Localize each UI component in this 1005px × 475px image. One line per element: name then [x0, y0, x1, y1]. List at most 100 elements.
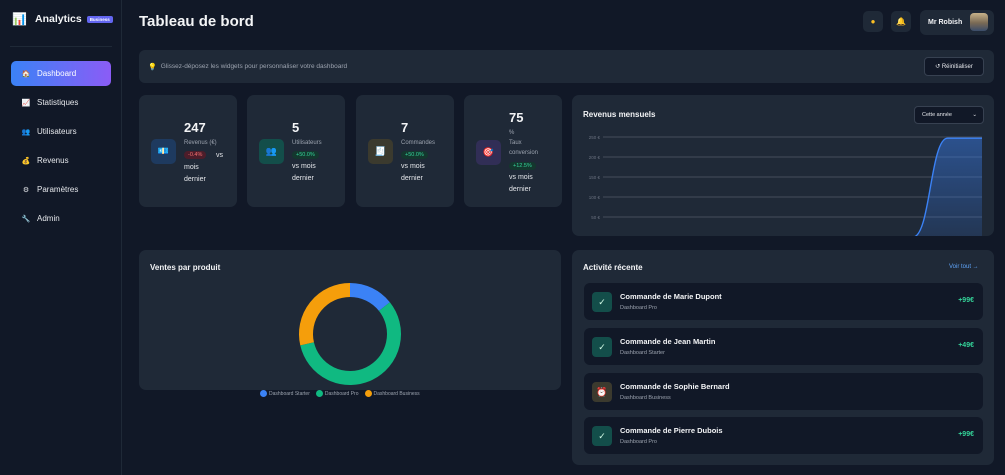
- trend-comparison-text: dernier: [292, 175, 314, 182]
- activity-title: Commande de Sophie Bernard: [620, 382, 730, 391]
- reset-button[interactable]: ↺ Réinitialiser: [924, 57, 984, 76]
- sun-icon: ●: [870, 17, 876, 26]
- customize-hint-bar: 💡 Glissez-déposez les widgets pour perso…: [139, 50, 994, 83]
- trend-comparison-text: mois: [184, 164, 199, 171]
- check-icon: ✓: [592, 292, 612, 312]
- trend-comparison-text: vs mois: [509, 174, 533, 181]
- theme-toggle-button[interactable]: ●: [863, 11, 883, 32]
- stat-value: 247: [184, 120, 206, 135]
- users-icon: 👥: [259, 139, 284, 164]
- cash-register-icon: 🧾: [368, 139, 393, 164]
- trend-badge: +12.5%: [509, 162, 536, 170]
- sidebar-item-label: Paramètres: [37, 185, 79, 194]
- y-tick-label: 0 €: [594, 235, 601, 236]
- sidebar-item-dashboard[interactable]: 🏠 Dashboard: [11, 61, 111, 86]
- see-all-link[interactable]: Voir tout →: [949, 264, 979, 270]
- avatar: [970, 13, 988, 31]
- sidebar-item-revenus[interactable]: 💰 Revenus: [11, 148, 111, 173]
- legend-item[interactable]: Dashboard Starter: [260, 390, 310, 397]
- activity-item[interactable]: ✓ Commande de Jean Martin Dashboard Starte…: [584, 328, 983, 365]
- clock-icon: ⏰: [592, 382, 612, 402]
- sidebar-item-label: Revenus: [37, 156, 69, 165]
- revenue-line: [913, 137, 982, 236]
- trend-comparison-text: dernier: [184, 176, 206, 183]
- stat-card: 🎯 75% Taux conversion +12.5% vs mois dernier: [464, 95, 562, 207]
- bar-chart-logo-icon: 📊: [12, 12, 27, 26]
- activity-item[interactable]: ✓ Commande de Marie Dupont Dashboard Pro +9…: [584, 283, 983, 320]
- trend-badge: +50.0%: [401, 151, 428, 159]
- sidebar-item-label: Statistiques: [37, 98, 79, 107]
- stat-card: 🧾 7 Commandes +50.0% vs mois dernier: [356, 95, 454, 207]
- trend-comparison-text: dernier: [401, 175, 423, 182]
- check-icon: ✓: [592, 337, 612, 357]
- trend-badge: +50.0%: [292, 151, 319, 159]
- legend-item[interactable]: Dashboard Pro: [315, 390, 359, 397]
- sidebar: 📊 Analytics Business 🏠 Dashboard 📈 Statisti…: [0, 0, 122, 475]
- notifications-button[interactable]: 🔔: [891, 11, 911, 32]
- lightbulb-icon: 💡: [148, 63, 157, 71]
- user-menu[interactable]: Mr Robish: [920, 10, 994, 35]
- trend-comparison-text: vs: [216, 152, 223, 159]
- trend-comparison-text: vs mois: [292, 163, 316, 170]
- donut-legend: Dashboard Starter Dashboard Pro Dashboard …: [260, 390, 420, 397]
- recent-activity-card: Activité récente Voir tout → ✓ Commande d…: [572, 250, 994, 465]
- stat-label: Taux: [509, 140, 522, 146]
- bell-icon: 🔔: [896, 17, 906, 26]
- legend-label: Dashboard Starter: [269, 390, 310, 397]
- sidebar-item-paramtres[interactable]: ⚙ Paramètres: [11, 177, 111, 202]
- legend-label: Dashboard Pro: [324, 390, 359, 397]
- activity-title: Commande de Jean Martin: [620, 337, 716, 346]
- donut-slice[interactable]: [349, 283, 390, 312]
- revenue-chart-card: 0 €50 €100 €150 €200 €250 €JanFévMarAvrM…: [572, 95, 994, 236]
- activity-product: Dashboard Starter: [620, 350, 665, 356]
- gear-icon: ⚙: [22, 186, 30, 194]
- y-tick-label: 100 €: [589, 195, 601, 200]
- revenue-chart-title: Revenus mensuels: [583, 110, 656, 119]
- activity-product: Dashboard Pro: [620, 305, 657, 311]
- trend-comparison-text: vs mois: [401, 163, 425, 170]
- sidebar-item-label: Dashboard: [37, 69, 77, 78]
- y-tick-label: 50 €: [591, 215, 600, 220]
- period-select-value: Cette année: [922, 112, 952, 118]
- activity-title: Commande de Pierre Dubois: [620, 426, 723, 435]
- sales-by-product-card: Ventes par produit: [139, 250, 561, 390]
- legend-swatch: [315, 390, 323, 397]
- stat-value: 5: [292, 120, 300, 135]
- period-select[interactable]: Cette année ⌄: [914, 106, 984, 124]
- y-tick-label: 200 €: [589, 155, 601, 160]
- donut-slice[interactable]: [299, 283, 351, 346]
- sidebar-item-statistiques[interactable]: 📈 Statistiques: [11, 90, 111, 115]
- sidebar-item-utilisateurs[interactable]: 👥 Utilisateurs: [11, 119, 111, 144]
- activity-title: Commande de Marie Dupont: [620, 292, 722, 301]
- sidebar-item-admin[interactable]: 🔧 Admin: [11, 206, 111, 231]
- legend-item[interactable]: Dashboard Business: [364, 390, 420, 397]
- stat-value: 7: [401, 120, 409, 135]
- stat-card: 💶 247 Revenus (€) -0.4% vs mois dernier: [139, 95, 237, 207]
- customize-hint-text: Glissez-déposez les widgets pour personn…: [160, 63, 348, 70]
- activity-amount: +99€: [958, 297, 974, 304]
- activity-product: Dashboard Pro: [620, 439, 657, 445]
- trend-badge: -0.4%: [184, 151, 207, 159]
- y-tick-label: 250 €: [589, 135, 601, 140]
- brand[interactable]: 📊 Analytics Business: [12, 11, 113, 27]
- stat-value: 75: [509, 110, 524, 125]
- check-icon: ✓: [592, 426, 612, 446]
- y-tick-label: 150 €: [589, 175, 601, 180]
- sidebar-divider: [10, 46, 112, 47]
- chart-icon: 📈: [21, 99, 31, 107]
- activity-item[interactable]: ⏰ Commande de Sophie Bernard Dashboard Bus…: [584, 373, 983, 410]
- money-bag-icon: 💰: [21, 157, 31, 165]
- brand-name: Analytics: [35, 13, 82, 25]
- sidebar-item-label: Admin: [37, 214, 60, 223]
- sales-donut-chart: [299, 283, 401, 385]
- activity-item[interactable]: ✓ Commande de Pierre Dubois Dashboard Pro +…: [584, 417, 983, 454]
- donut-slice[interactable]: [300, 302, 401, 385]
- activity-amount: +49€: [958, 342, 974, 349]
- target-icon: 🎯: [476, 140, 501, 165]
- stat-label: Revenus (€): [184, 140, 217, 146]
- wrench-icon: 🔧: [21, 215, 31, 223]
- chevron-down-icon: ⌄: [972, 112, 977, 118]
- activity-amount: +99€: [958, 431, 974, 438]
- activity-product: Dashboard Business: [620, 395, 671, 401]
- user-name: Mr Robish: [928, 19, 963, 26]
